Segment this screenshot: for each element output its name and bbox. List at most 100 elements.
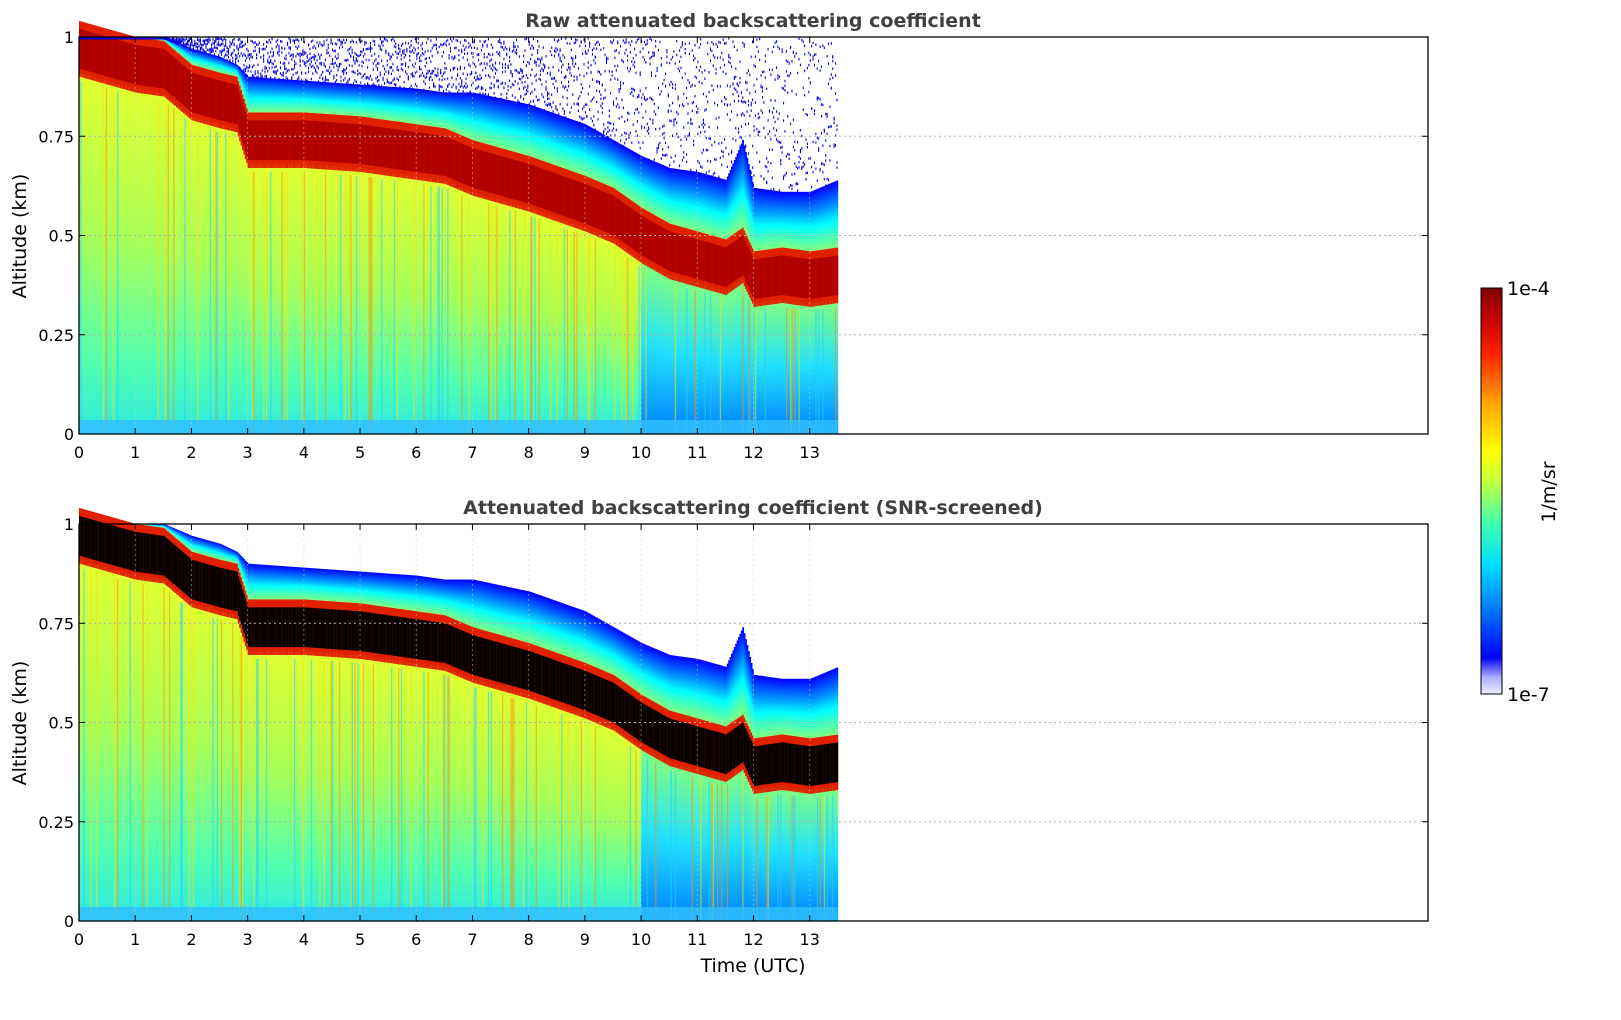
noise-pixel xyxy=(337,53,339,56)
noise-pixel xyxy=(426,75,428,79)
noise-pixel xyxy=(611,70,613,73)
noise-pixel xyxy=(438,84,440,87)
layer-core xyxy=(472,148,475,188)
layer-core xyxy=(448,138,451,178)
noise-pixel xyxy=(392,69,394,72)
noise-pixel xyxy=(469,44,471,47)
noise-pixel xyxy=(423,74,425,77)
layer-top-gradient xyxy=(575,120,577,173)
noise-pixel xyxy=(428,56,430,60)
noise-pixel xyxy=(345,82,348,85)
layer-core xyxy=(775,256,778,296)
layer-core xyxy=(341,123,344,163)
noise-pixel xyxy=(253,74,255,78)
aerosol-column xyxy=(277,164,279,435)
layer-top-gradient xyxy=(676,169,679,226)
layer-core xyxy=(94,33,97,74)
layer-core xyxy=(274,120,277,161)
aerosol-column xyxy=(298,164,301,435)
layer-core xyxy=(405,130,407,171)
noise-pixel xyxy=(608,121,610,125)
noise-pixel xyxy=(742,41,744,45)
noise-pixel xyxy=(733,75,735,79)
noise-pixel xyxy=(698,125,700,129)
noise-pixel xyxy=(215,38,217,42)
noise-pixel xyxy=(768,109,771,113)
noise-pixel xyxy=(639,146,641,150)
noise-pixel xyxy=(653,54,655,57)
noise-pixel xyxy=(386,39,388,43)
noise-pixel xyxy=(315,61,317,65)
layer-top-gradient xyxy=(568,118,570,170)
noise-pixel xyxy=(157,37,159,40)
layer-core xyxy=(798,257,801,298)
aerosol-column xyxy=(666,273,669,434)
noise-pixel xyxy=(686,160,688,164)
noise-pixel xyxy=(745,101,747,104)
noise-pixel xyxy=(804,163,806,166)
noise-pixel xyxy=(563,110,565,113)
aerosol-column xyxy=(569,222,572,434)
noise-pixel xyxy=(715,43,717,46)
layer-top-gradient xyxy=(716,177,719,238)
layer-top-gradient xyxy=(738,150,740,231)
noise-pixel xyxy=(598,90,601,93)
noise-pixel xyxy=(334,49,336,53)
aerosol-column xyxy=(399,173,402,434)
noise-pixel xyxy=(591,48,593,52)
noise-pixel xyxy=(742,96,744,99)
signal-streak xyxy=(316,172,318,435)
noise-pixel xyxy=(358,71,360,75)
layer-core xyxy=(662,227,664,268)
signal-streak xyxy=(614,248,616,434)
noise-pixel xyxy=(566,68,568,72)
noise-pixel xyxy=(700,42,702,46)
noise-pixel xyxy=(392,79,394,82)
noise-pixel xyxy=(254,45,256,49)
noise-pixel xyxy=(701,71,703,74)
noise-pixel xyxy=(530,92,532,95)
noise-pixel xyxy=(530,73,532,77)
layer-core xyxy=(327,122,330,162)
noise-pixel xyxy=(655,45,657,48)
noise-pixel xyxy=(711,143,713,147)
noise-pixel xyxy=(577,67,579,70)
noise-pixel xyxy=(202,39,204,43)
layer-core xyxy=(577,181,580,222)
noise-pixel xyxy=(524,80,526,84)
noise-pixel xyxy=(190,42,192,46)
aerosol-column xyxy=(95,77,98,434)
noise-pixel xyxy=(324,58,326,62)
noise-pixel xyxy=(759,130,761,134)
noise-pixel xyxy=(265,40,267,44)
signal-streak xyxy=(225,133,227,434)
noise-pixel xyxy=(812,58,814,61)
noise-pixel xyxy=(622,145,624,148)
noise-pixel xyxy=(542,46,544,49)
aerosol-column xyxy=(97,77,100,435)
noise-pixel xyxy=(801,167,803,171)
aerosol-column xyxy=(139,89,142,434)
layer-top-gradient xyxy=(357,84,360,117)
noise-pixel xyxy=(232,56,234,60)
noise-pixel xyxy=(330,39,332,43)
noise-pixel xyxy=(559,103,561,106)
noise-pixel xyxy=(232,51,234,55)
noise-pixel xyxy=(322,77,324,81)
layer-core xyxy=(520,161,523,202)
noise-pixel xyxy=(816,179,818,182)
noise-pixel xyxy=(721,100,723,103)
noise-pixel xyxy=(451,76,453,80)
noise-pixel xyxy=(175,39,178,42)
noise-pixel xyxy=(430,75,432,79)
layer-top-gradient xyxy=(244,73,247,104)
layer-core xyxy=(507,158,510,198)
layer-top-gradient xyxy=(532,105,535,158)
noise-pixel xyxy=(586,103,588,106)
noise-pixel xyxy=(372,83,374,87)
noise-pixel xyxy=(435,44,438,47)
layer-core xyxy=(182,65,185,106)
aerosol-column xyxy=(170,98,173,434)
noise-pixel xyxy=(413,46,415,49)
layer-core xyxy=(438,135,441,176)
